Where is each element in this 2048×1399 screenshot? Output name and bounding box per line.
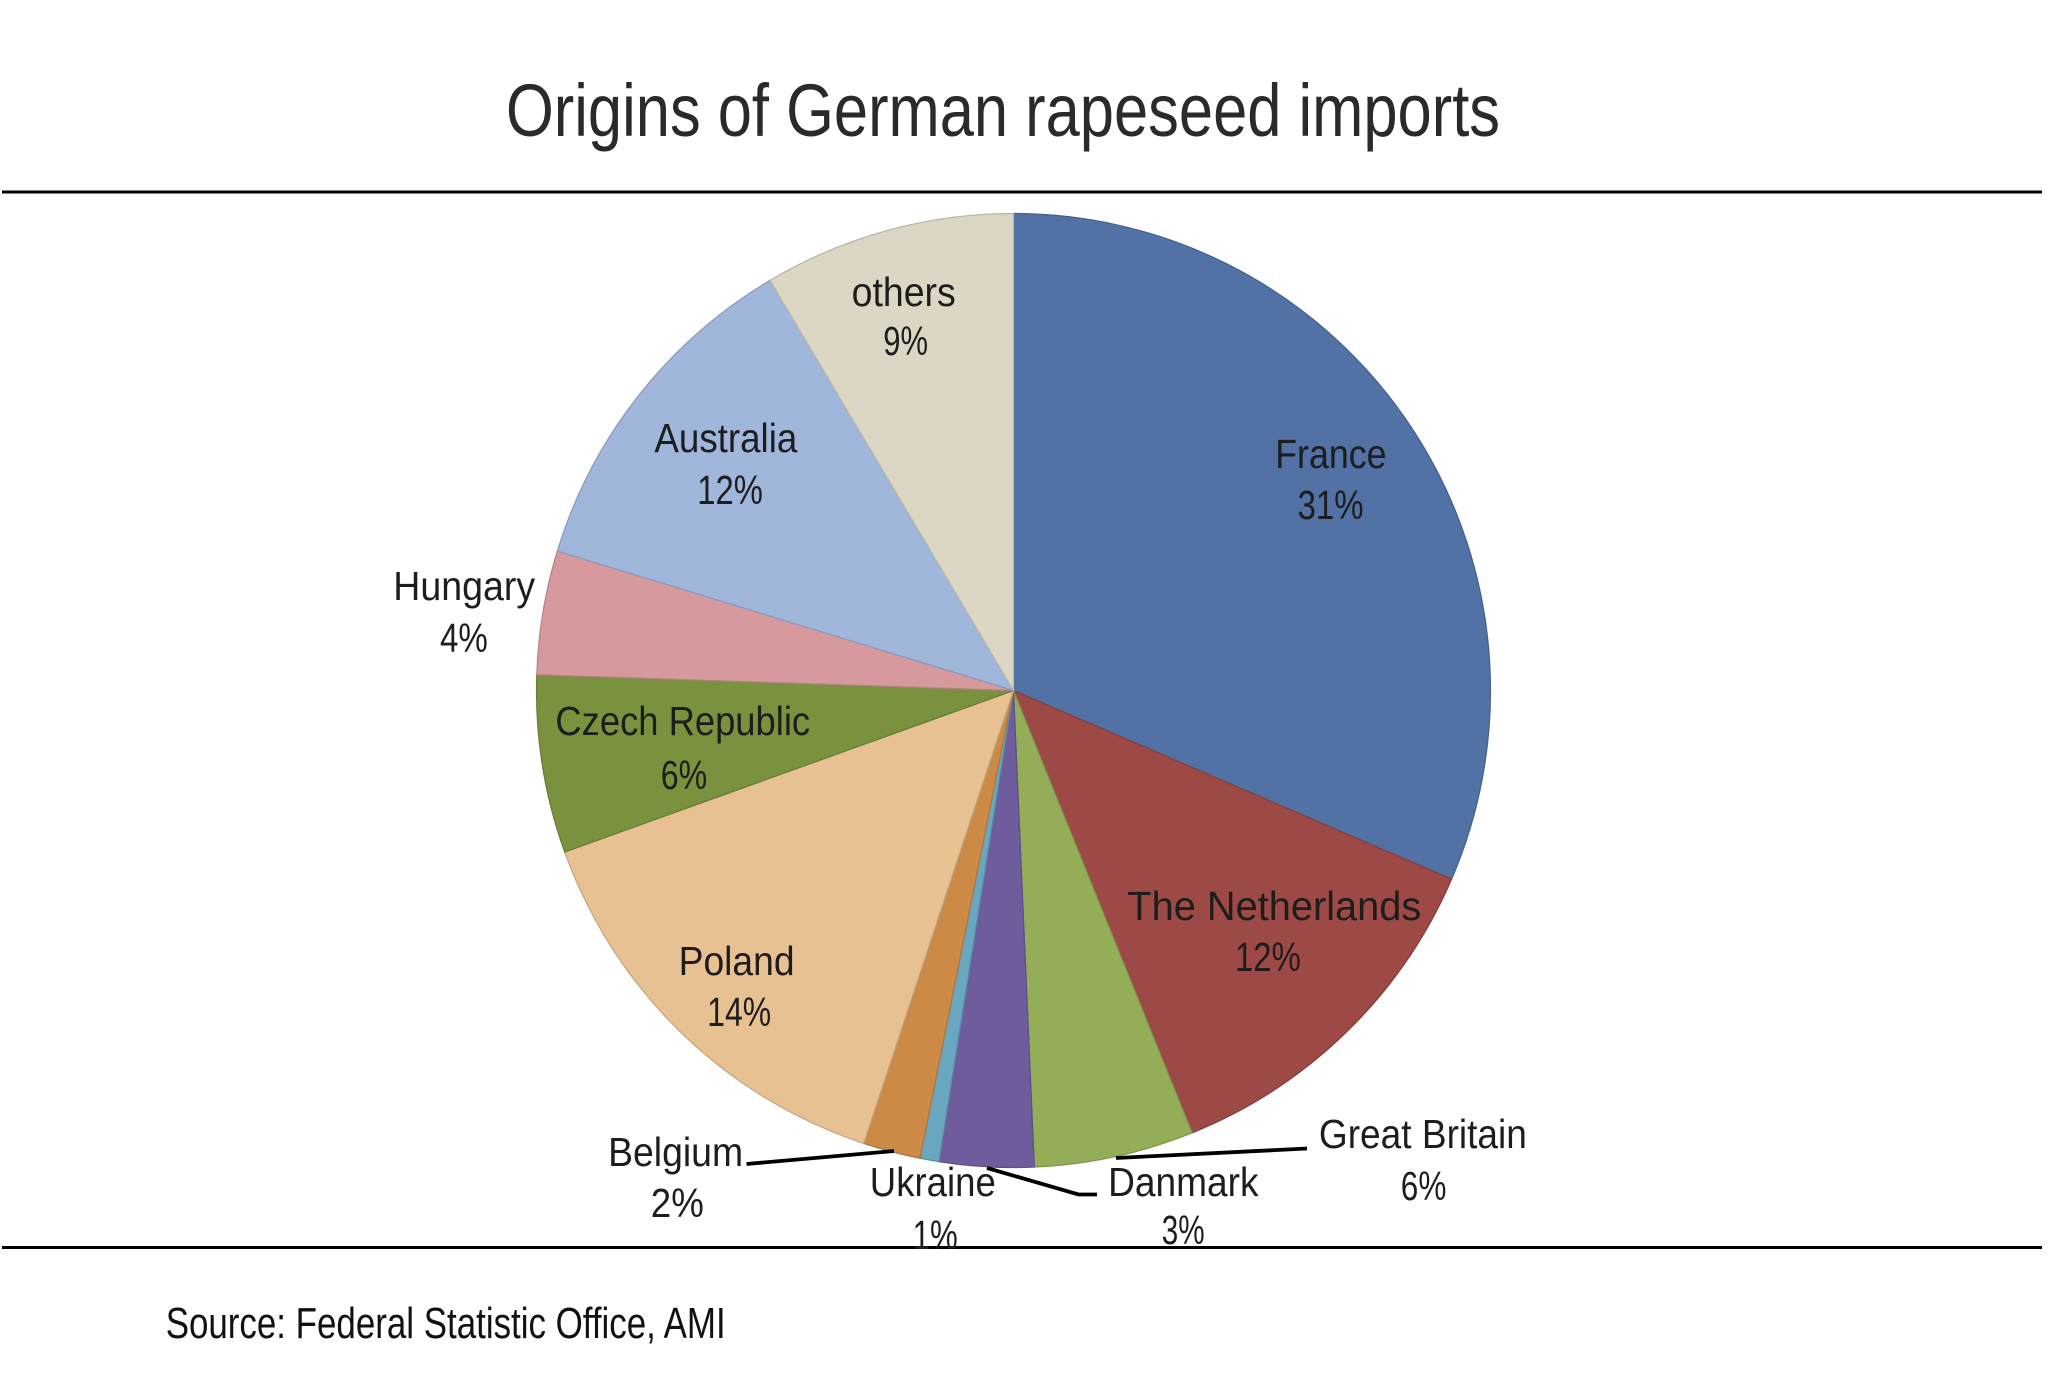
svg-text:4%: 4% [440,615,488,661]
svg-text:1%: 1% [913,1212,958,1258]
svg-text:Australia: Australia [654,415,797,461]
svg-text:12%: 12% [697,467,763,513]
svg-text:31%: 31% [1298,482,1364,528]
svg-text:others: others [852,269,956,315]
svg-text:2%: 2% [651,1180,704,1226]
svg-text:Czech Republic: Czech Republic [555,698,810,744]
svg-text:9%: 9% [883,318,928,364]
svg-text:6%: 6% [1401,1163,1447,1209]
svg-text:Ukraine: Ukraine [870,1159,996,1205]
svg-text:Hungary: Hungary [393,563,535,609]
svg-text:6%: 6% [661,752,707,798]
svg-text:France: France [1275,431,1386,477]
svg-text:3%: 3% [1162,1207,1205,1253]
svg-text:Belgium: Belgium [608,1129,743,1175]
svg-text:Danmark: Danmark [1108,1159,1259,1205]
svg-text:Origins of German rapeseed imp: Origins of German rapeseed imports [506,69,1500,152]
svg-text:Great Britain: Great Britain [1319,1111,1527,1157]
svg-text:14%: 14% [707,989,771,1035]
svg-text:Source: Federal Statistic Offi: Source: Federal Statistic Office, AMI [166,1299,726,1348]
svg-text:Poland: Poland [679,938,795,984]
svg-text:The Netherlands: The Netherlands [1127,883,1421,929]
svg-text:12%: 12% [1235,934,1301,980]
